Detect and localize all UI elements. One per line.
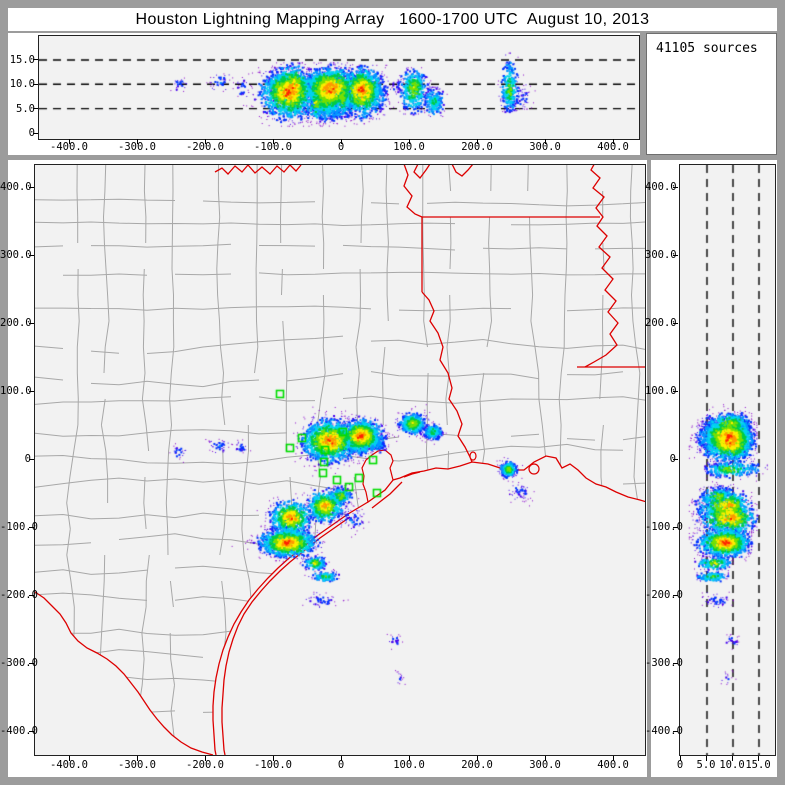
right-alt-tick [757,756,759,761]
map-x-tick-label: -300.0 [118,759,156,771]
map-y-tick [29,526,34,528]
map-x-tick [204,756,206,761]
map-x-tick-label: 400.0 [597,759,629,771]
top-x-tick [68,139,70,144]
map-y-tick [29,730,34,732]
right-y-tick-label: 0 [645,453,676,465]
right-alt-tick [705,756,707,761]
right-y-tick [673,390,678,392]
top-alt-tick [33,83,38,85]
map-y-tick-label: -100.0 [0,521,38,533]
right-y-tick-label: -100.0 [645,521,683,533]
top-x-tick-label: 200.0 [461,141,493,153]
right-alt-tick [679,756,681,761]
sources-box: 41105 sources [646,33,777,155]
map-x-tick-label: 100.0 [393,759,425,771]
top-x-tick-label: -400.0 [50,141,88,153]
top-x-tick-label: 100.0 [393,141,425,153]
map-x-tick-label: -100.0 [254,759,292,771]
right-alt-tick [731,756,733,761]
top-x-tick-label: 0 [337,141,345,153]
window-title: Houston Lightning Mapping Array 1600-170… [8,8,777,31]
plan-view-map-plot[interactable] [34,164,646,756]
map-y-tick [29,458,34,460]
top-x-tick [136,139,138,144]
top-alt-tick [33,132,38,134]
top-x-tick [544,139,546,144]
map-y-tick [29,594,34,596]
right-y-tick-label: 400.0 [645,181,677,193]
right-y-tick [673,322,678,324]
right-alt-tick-label: 0 [676,759,684,771]
top-x-tick [612,139,614,144]
top-x-tick-label: 300.0 [529,141,561,153]
map-y-tick-label: 200.0 [0,317,32,329]
map-y-tick-label: 100.0 [0,385,32,397]
map-y-tick-label: -400.0 [0,725,38,737]
right-y-tick [673,458,678,460]
top-alt-tick-label: 0 [28,127,35,139]
map-y-tick-label: 300.0 [0,249,32,261]
top-x-tick [340,139,342,144]
top-x-tick [272,139,274,144]
map-y-tick-label: -300.0 [0,657,38,669]
map-x-tick [612,756,614,761]
right-y-tick-label: -400.0 [645,725,683,737]
top-x-tick-label: 400.0 [597,141,629,153]
map-x-tick-label: 300.0 [529,759,561,771]
map-y-tick-label: -200.0 [0,589,38,601]
top-x-tick [408,139,410,144]
top-alt-tick-label: 5.0 [16,102,35,115]
map-x-tick [68,756,70,761]
right-y-tick-label: 300.0 [645,249,677,261]
map-y-tick-label: 0 [24,453,31,465]
map-y-tick [29,662,34,664]
map-x-tick [544,756,546,761]
map-y-tick [29,186,34,188]
right-y-tick-label: 200.0 [645,317,677,329]
altitude-eastwest-scatter-canvas[interactable] [39,36,639,139]
right-y-tick [673,730,678,732]
map-x-tick-label: 0 [337,759,345,771]
top-x-tick-label: -200.0 [186,141,224,153]
top-x-tick-label: -100.0 [254,141,292,153]
right-y-tick [673,254,678,256]
top-x-tick [204,139,206,144]
right-y-tick [673,594,678,596]
right-y-tick [673,662,678,664]
map-x-tick-label: -200.0 [186,759,224,771]
right-y-tick-label: -300.0 [645,657,683,669]
top-alt-tick-label: 15.0 [9,53,35,66]
right-y-tick-label: 100.0 [645,385,677,397]
top-x-tick-label: -300.0 [118,141,156,153]
right-y-tick [673,526,678,528]
map-x-tick [136,756,138,761]
top-alt-tick [33,108,38,110]
map-x-tick [340,756,342,761]
right-y-tick-label: -200.0 [645,589,683,601]
top-x-tick [476,139,478,144]
map-x-tick [408,756,410,761]
map-scatter-canvas[interactable] [35,165,645,755]
map-x-tick-label: 200.0 [461,759,493,771]
map-x-tick-label: -400.0 [50,759,88,771]
map-y-tick [29,322,34,324]
top-alt-tick-label: 10.0 [9,78,35,91]
sources-count-label: 41105 sources [656,41,758,56]
right-alt-tick-label: 5.0 [696,759,716,771]
right-alt-tick-label: 10.0 [719,759,745,771]
altitude-vs-northsouth-plot[interactable] [679,164,776,756]
right-alt-tick-label: 15.0 [745,759,771,771]
altitude-vs-eastwest-plot[interactable] [38,35,640,140]
map-y-tick-label: 400.0 [0,181,32,193]
top-alt-tick [33,59,38,61]
map-y-tick [29,254,34,256]
right-y-tick [673,186,678,188]
altitude-northsouth-scatter-canvas[interactable] [680,165,775,755]
map-y-tick [29,390,34,392]
map-x-tick [272,756,274,761]
map-x-tick [476,756,478,761]
